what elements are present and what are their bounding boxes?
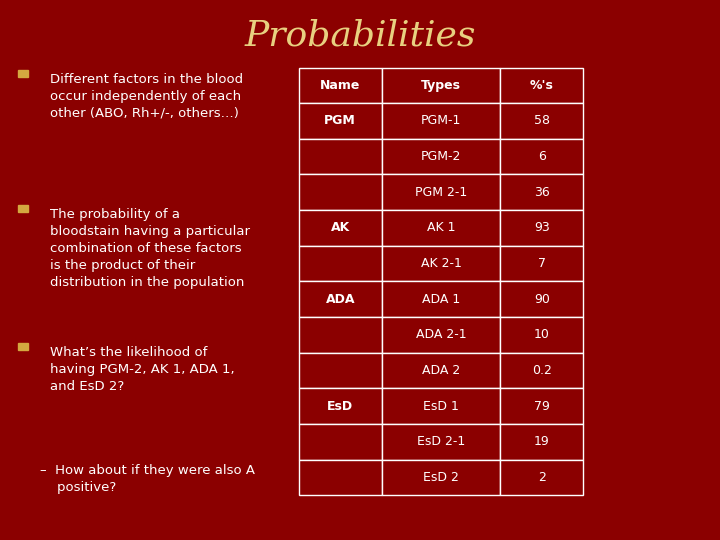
Text: PGM-2: PGM-2 — [420, 150, 462, 163]
Text: 0.2: 0.2 — [532, 364, 552, 377]
Bar — [500, 353, 583, 388]
Text: 7: 7 — [538, 257, 546, 270]
Text: EsD: EsD — [327, 400, 354, 413]
Text: AK 1: AK 1 — [427, 221, 455, 234]
Bar — [299, 210, 382, 246]
Bar — [18, 205, 28, 212]
Text: EsD 1: EsD 1 — [423, 400, 459, 413]
Text: 2: 2 — [538, 471, 546, 484]
Text: 10: 10 — [534, 328, 550, 341]
Bar — [500, 246, 583, 281]
Bar — [299, 317, 382, 353]
Bar — [299, 353, 382, 388]
Bar — [382, 68, 500, 103]
Text: %'s: %'s — [530, 79, 554, 92]
Bar — [299, 281, 382, 317]
Bar — [500, 388, 583, 424]
Text: PGM 2-1: PGM 2-1 — [415, 186, 467, 199]
Bar — [299, 388, 382, 424]
Bar — [18, 70, 28, 77]
Text: PGM: PGM — [324, 114, 356, 127]
Bar — [382, 353, 500, 388]
Bar — [500, 281, 583, 317]
Bar — [500, 139, 583, 174]
Bar — [382, 281, 500, 317]
Bar — [500, 460, 583, 495]
Bar — [299, 139, 382, 174]
Text: ADA 2-1: ADA 2-1 — [415, 328, 467, 341]
Bar — [500, 210, 583, 246]
Text: 90: 90 — [534, 293, 550, 306]
Bar — [500, 317, 583, 353]
Text: 36: 36 — [534, 186, 549, 199]
Bar — [382, 139, 500, 174]
Text: EsD 2: EsD 2 — [423, 471, 459, 484]
Text: 79: 79 — [534, 400, 550, 413]
Bar — [18, 342, 28, 350]
Bar — [299, 460, 382, 495]
Text: 19: 19 — [534, 435, 549, 448]
Text: ADA 1: ADA 1 — [422, 293, 460, 306]
Bar — [299, 103, 382, 139]
Text: The probability of a
bloodstain having a particular
combination of these factors: The probability of a bloodstain having a… — [50, 208, 251, 289]
Text: –  How about if they were also A
    positive?: – How about if they were also A positive… — [40, 464, 255, 495]
Text: Probabilities: Probabilities — [244, 19, 476, 53]
Text: ADA: ADA — [325, 293, 355, 306]
Bar — [500, 174, 583, 210]
Text: PGM-1: PGM-1 — [420, 114, 462, 127]
Bar — [500, 103, 583, 139]
Text: AK 2-1: AK 2-1 — [420, 257, 462, 270]
Text: AK: AK — [330, 221, 350, 234]
Text: 93: 93 — [534, 221, 549, 234]
Bar — [299, 68, 382, 103]
Bar — [299, 424, 382, 460]
Bar — [382, 460, 500, 495]
Bar — [500, 424, 583, 460]
Text: ADA 2: ADA 2 — [422, 364, 460, 377]
Bar — [382, 424, 500, 460]
Text: Types: Types — [421, 79, 461, 92]
Text: EsD 2-1: EsD 2-1 — [417, 435, 465, 448]
Text: 6: 6 — [538, 150, 546, 163]
Bar — [382, 388, 500, 424]
Text: 58: 58 — [534, 114, 550, 127]
Bar — [382, 103, 500, 139]
Text: What’s the likelihood of
having PGM-2, AK 1, ADA 1,
and EsD 2?: What’s the likelihood of having PGM-2, A… — [50, 346, 235, 393]
Bar — [500, 68, 583, 103]
Bar — [299, 246, 382, 281]
Text: Name: Name — [320, 79, 361, 92]
Bar — [299, 174, 382, 210]
Bar — [382, 246, 500, 281]
Bar — [382, 210, 500, 246]
Bar — [382, 174, 500, 210]
Bar — [382, 317, 500, 353]
Text: Different factors in the blood
occur independently of each
other (ABO, Rh+/-, ot: Different factors in the blood occur ind… — [50, 73, 243, 120]
